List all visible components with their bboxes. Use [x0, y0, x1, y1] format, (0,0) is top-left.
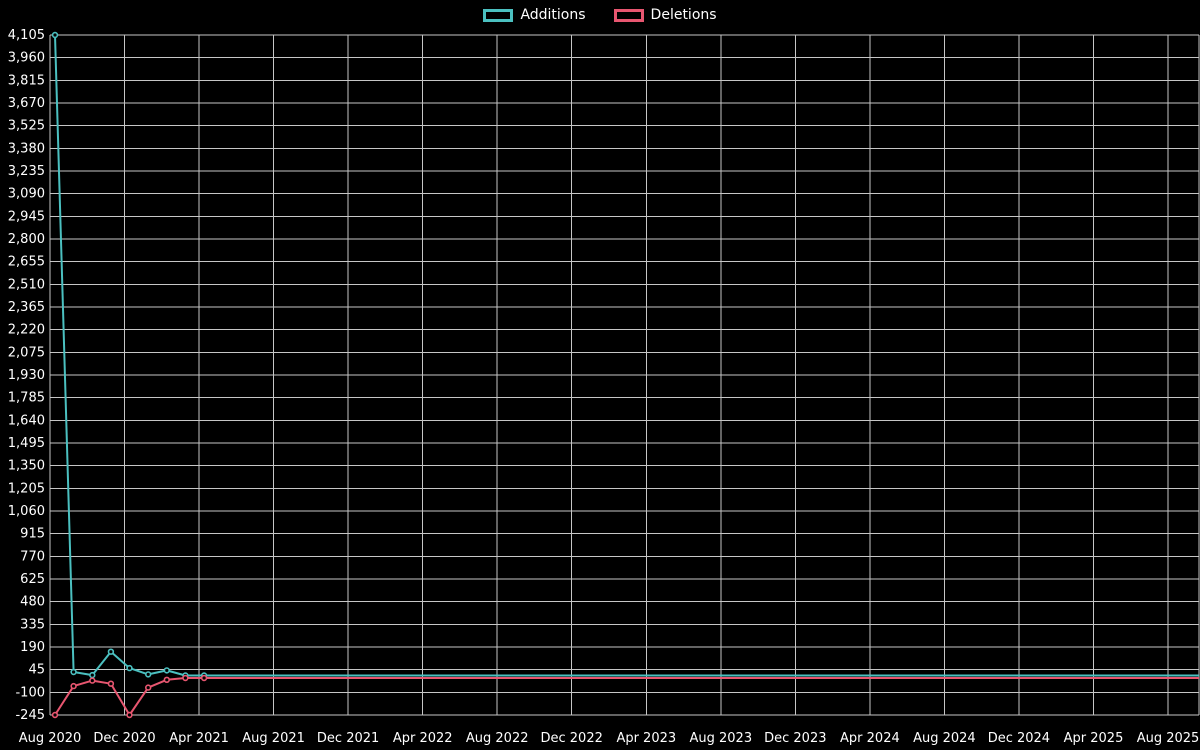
y-tick-label: 2,655 — [8, 255, 45, 270]
x-tick-label: Aug 2024 — [913, 731, 976, 746]
x-tick-label: Dec 2021 — [317, 731, 379, 746]
additions-legend-swatch — [483, 8, 514, 22]
x-tick-label: Dec 2022 — [541, 731, 603, 746]
y-tick-label: 770 — [20, 549, 45, 564]
deletions-point-marker — [70, 682, 77, 690]
x-tick-label: Dec 2023 — [764, 731, 826, 746]
x-tick-label: Aug 2025 — [1137, 731, 1200, 746]
y-tick-label: -245 — [15, 708, 45, 723]
y-tick-label: 3,235 — [8, 164, 45, 179]
y-tick-label: 190 — [20, 640, 45, 655]
x-tick-label: Apr 2022 — [393, 731, 453, 746]
deletions-point-marker — [145, 684, 152, 691]
y-tick-label: 480 — [20, 595, 45, 610]
y-tick-label: 3,670 — [8, 96, 45, 111]
x-tick-label: Aug 2020 — [19, 731, 82, 746]
y-tick-label: 2,075 — [8, 345, 45, 360]
deletions-legend-label: Deletions — [650, 7, 717, 23]
additions-line — [54, 34, 1199, 677]
additions-point-marker — [89, 671, 96, 679]
x-tick-label: Apr 2025 — [1064, 731, 1124, 746]
y-tick-label: 1,350 — [8, 459, 45, 474]
x-tick-label: Dec 2024 — [988, 731, 1050, 746]
y-tick-label: 3,960 — [8, 51, 45, 66]
deletions-point-marker — [126, 711, 133, 719]
deletions-line — [54, 677, 1199, 716]
legend-item-additions[interactable]: Additions — [483, 7, 586, 23]
deletions-point-marker — [182, 674, 189, 682]
y-tick-label: 2,945 — [8, 209, 45, 224]
y-tick-label: 2,510 — [8, 277, 45, 292]
x-tick-label: Aug 2023 — [689, 731, 752, 746]
additions-point-marker — [145, 671, 152, 678]
y-tick-label: 1,205 — [8, 481, 45, 496]
y-tick-label: 4,105 — [8, 28, 45, 43]
y-tick-label: 2,365 — [8, 300, 45, 315]
x-tick-label: Apr 2023 — [616, 731, 676, 746]
deletions-point-marker — [163, 676, 171, 683]
y-tick-label: 3,090 — [8, 187, 45, 202]
y-tick-label: 1,785 — [8, 391, 45, 406]
y-tick-label: 2,800 — [8, 232, 45, 247]
additions-point-marker — [70, 668, 77, 676]
additions-point-marker — [51, 31, 59, 39]
additions-point-marker — [107, 648, 115, 655]
legend-item-deletions[interactable]: Deletions — [613, 7, 717, 23]
y-tick-label: 1,495 — [8, 436, 45, 451]
deletions-point-marker — [107, 680, 115, 687]
deletions-legend-swatch — [613, 8, 644, 22]
additions-legend-label: Additions — [520, 7, 586, 23]
y-tick-label: 3,525 — [8, 119, 45, 134]
y-tick-label: 1,060 — [8, 504, 45, 519]
y-tick-label: 45 — [28, 663, 45, 678]
y-tick-label: 1,640 — [8, 413, 45, 428]
y-tick-label: 915 — [20, 527, 45, 542]
y-tick-label: -100 — [15, 685, 45, 700]
y-tick-label: 335 — [20, 617, 45, 632]
y-tick-label: 625 — [20, 572, 45, 587]
additions-point-marker — [163, 667, 171, 674]
y-tick-label: 3,815 — [8, 73, 45, 88]
additions-point-marker — [126, 664, 133, 672]
x-tick-label: Aug 2022 — [466, 731, 529, 746]
x-tick-label: Apr 2021 — [169, 731, 229, 746]
deletions-point-marker — [200, 674, 208, 682]
x-tick-label: Dec 2020 — [93, 731, 155, 746]
deletions-point-marker — [51, 711, 59, 719]
y-tick-label: 2,220 — [8, 323, 45, 338]
deletions-point-marker — [89, 677, 96, 684]
x-tick-label: Apr 2024 — [840, 731, 900, 746]
chart-legend: Additions Deletions — [0, 8, 1200, 22]
y-tick-label: 1,930 — [8, 368, 45, 383]
y-tick-label: 3,380 — [8, 141, 45, 156]
x-tick-label: Aug 2021 — [242, 731, 305, 746]
